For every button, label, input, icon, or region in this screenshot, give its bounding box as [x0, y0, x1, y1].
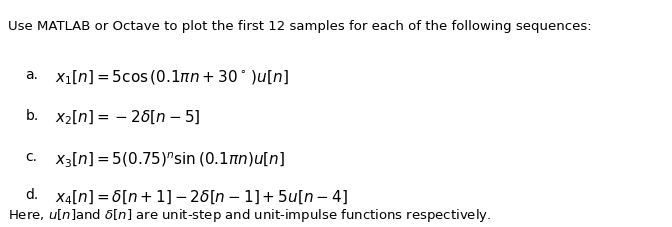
- Text: c.: c.: [26, 150, 38, 164]
- Text: Here, $u\left[n\right]$and $\delta\left[n\right]$ are unit-step and unit-impulse: Here, $u\left[n\right]$and $\delta\left[…: [8, 207, 491, 224]
- Text: b.: b.: [26, 109, 39, 123]
- Text: a.: a.: [26, 68, 38, 82]
- Text: d.: d.: [26, 188, 39, 202]
- Text: $x_2[n]=-2\delta[n-5]$: $x_2[n]=-2\delta[n-5]$: [55, 109, 200, 127]
- Text: Use MATLAB or Octave to plot the first 12 samples for each of the following sequ: Use MATLAB or Octave to plot the first 1…: [8, 20, 591, 33]
- Text: $x_4[n]=\delta[n+1]-2\delta[n-1]+5u[n-4]$: $x_4[n]=\delta[n+1]-2\delta[n-1]+5u[n-4]…: [55, 188, 348, 207]
- Text: $x_1[n]=5\mathrm{cos}\,(0.1\pi n+30^\circ\,)u[n]$: $x_1[n]=5\mathrm{cos}\,(0.1\pi n+30^\cir…: [55, 68, 289, 86]
- Text: $x_3[n]=5(0.75)^n\mathrm{sin}\,(0.1\pi n)u[n]$: $x_3[n]=5(0.75)^n\mathrm{sin}\,(0.1\pi n…: [55, 150, 285, 169]
